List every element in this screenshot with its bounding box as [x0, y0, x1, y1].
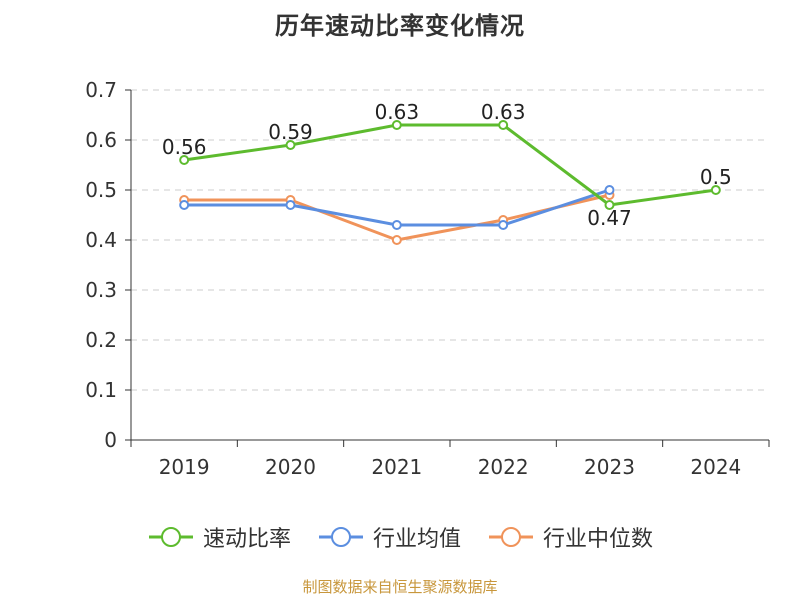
data-point [391, 120, 402, 130]
x-tick-label: 2021 [371, 455, 422, 479]
legend-label: 行业中位数 [543, 527, 654, 552]
data-point [391, 235, 402, 245]
legend-line-marker-icon [489, 527, 533, 547]
legend-item[interactable]: 行业均值 [317, 521, 461, 553]
x-tick-label: 2019 [159, 455, 210, 479]
y-tick-label: 0.3 [85, 278, 117, 302]
legend-label: 行业均值 [372, 527, 461, 552]
legend-item[interactable]: 速动比率 [147, 521, 291, 553]
data-label: 0.47 [587, 206, 632, 230]
data-label: 0.5 [700, 165, 732, 189]
legend-line-marker-icon [318, 527, 363, 547]
series-line [184, 188, 610, 227]
data-point [179, 155, 190, 165]
y-tick-label: 0.2 [85, 328, 117, 352]
series-line [184, 193, 610, 242]
data-source-note: 制图数据来自恒生聚源数据库 [302, 578, 498, 596]
y-tick-label: 0.1 [85, 378, 117, 402]
data-point [604, 185, 615, 195]
data-label: 0.56 [162, 135, 207, 159]
x-tick-label: 2022 [478, 455, 529, 479]
chart-title: 历年速动比率变化情况 [275, 12, 525, 40]
data-label: 0.59 [268, 120, 313, 144]
x-tick-label: 2024 [690, 455, 741, 479]
data-point [604, 200, 615, 210]
data-point [710, 185, 721, 195]
data-point [498, 220, 509, 230]
y-tick-label: 0.7 [85, 78, 117, 102]
y-tick-label: 0 [104, 428, 117, 452]
x-tick-label: 2020 [265, 455, 316, 479]
x-tick-label: 2023 [584, 455, 635, 479]
y-tick-label: 0.6 [85, 128, 117, 152]
data-point [391, 220, 402, 230]
chart-legend: 速动比率 行业均值 行业中位数 [0, 520, 800, 554]
legend-label: 速动比率 [202, 527, 291, 552]
data-point [179, 200, 190, 210]
data-point [285, 140, 296, 150]
y-tick-label: 0.4 [85, 228, 117, 252]
legend-item[interactable]: 行业中位数 [487, 521, 653, 553]
data-point [498, 120, 509, 130]
data-label: 0.63 [481, 100, 526, 124]
legend-line-marker-icon [148, 527, 193, 547]
series-line [183, 123, 717, 207]
data-label: 0.63 [375, 100, 420, 124]
data-point [285, 200, 296, 210]
y-tick-label: 0.5 [85, 178, 117, 202]
